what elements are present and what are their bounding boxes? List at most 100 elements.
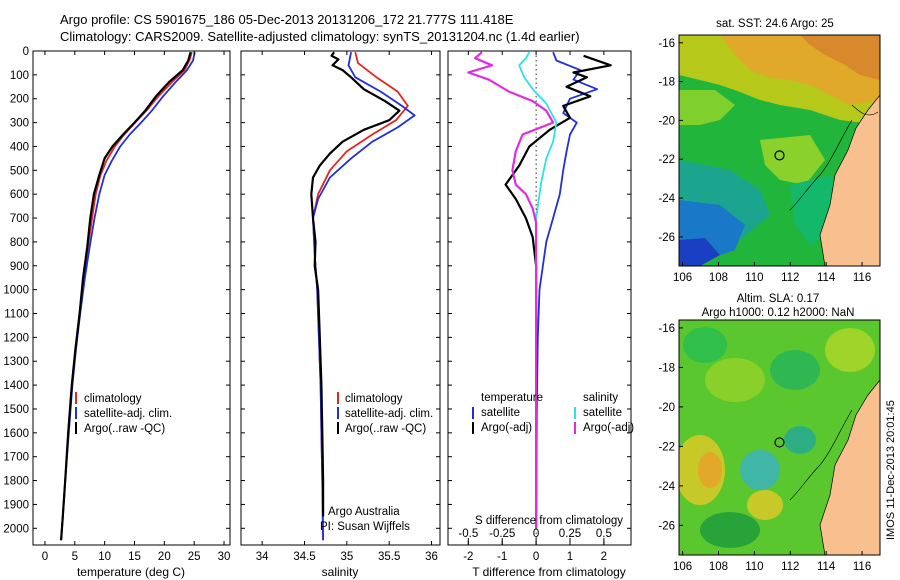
temperature-axes-frame: [32, 50, 231, 546]
sst-map-ticks: 106 108 110 112 114 116 -16 -18 -20 -22 -24 -26: [658, 38, 871, 284]
lat-tick-label: -16: [658, 38, 675, 50]
lat-tick-label: -24: [658, 481, 675, 493]
series-line: [467, 51, 555, 529]
lon-tick-label: 114: [817, 272, 836, 284]
temperature-ticks: 0 5 10 15 20 25 30: [33, 50, 231, 563]
sla-map-frame: [678, 319, 881, 556]
legend-title-temperature: temperature: [481, 392, 543, 404]
lon-tick-label: 106: [673, 561, 692, 573]
legend-label-climatology: climatology: [345, 393, 403, 405]
series-line: [504, 54, 612, 529]
land-mass: [819, 94, 880, 266]
note-argo-australia: Argo Australia: [328, 506, 400, 518]
legend-label-argo: Argo(..raw -QC): [84, 423, 165, 435]
x-tick-label: 34: [256, 551, 269, 563]
depth-tick-label: 2000: [3, 523, 29, 535]
x-tick-label: -1: [497, 551, 507, 563]
series-line: [312, 52, 416, 541]
depth-tick-label: 1400: [3, 380, 29, 392]
x-tick-label: 30: [218, 551, 231, 563]
series-line: [310, 51, 401, 517]
lat-tick-label: -24: [658, 193, 675, 205]
depth-tick-label: 400: [10, 141, 29, 153]
lon-tick-label: 110: [745, 561, 763, 573]
x-tick-label: 0: [533, 551, 539, 563]
x-tick-label: 20: [158, 551, 171, 563]
difference-top-ticks: -0.5 -0.25 0 0.25 0.5: [458, 528, 612, 545]
lon-tick-label: 108: [709, 561, 728, 573]
lon-tick-label: 112: [781, 561, 799, 573]
argo-location-marker: [774, 437, 785, 448]
depth-tick-label: 600: [10, 189, 29, 201]
x-tick-label: 1: [567, 551, 573, 563]
sst-map-title: sat. SST: 24.6 Argo: 25: [716, 18, 834, 30]
legend-label-climatology: climatology: [84, 393, 142, 405]
lon-tick-label: 106: [673, 272, 692, 284]
x-tick-label: -2: [463, 551, 473, 563]
depth-tick-label: 500: [10, 165, 29, 177]
temperature-panel: 0 5 10 15 20 25 30 0 100 200 300 400 500 600 700 800 90…: [3, 46, 231, 579]
legend-label-t-argo: Argo(-adj): [481, 422, 532, 434]
sla-map-ticks: 106 108 110 112 114 116 -16 -18 -20 -22 -24 -26: [658, 323, 871, 573]
sla-map-title-2: Argo h1000: 0.12 h2000: NaN: [702, 307, 855, 319]
temperature-legend: climatology satellite-adj. clim. Argo(..…: [75, 392, 172, 435]
depth-tick-label: 1900: [3, 499, 29, 511]
lat-tick-label: -26: [658, 232, 675, 244]
s-tick-label: 0.5: [596, 528, 612, 540]
salinity-ticks: 34 34.5 35 35.5 36: [241, 50, 440, 563]
lat-tick-label: -22: [658, 154, 675, 166]
legend-title-salinity: salinity: [583, 392, 618, 404]
depth-tick-label: 900: [10, 261, 29, 273]
salinity-panel: 34 34.5 35 35.5 36 salinity climatology sate…: [240, 50, 441, 579]
sst-map-frame: [678, 34, 881, 267]
sla-map-title-1: Altim. SLA: 0.17: [737, 293, 819, 305]
legend-label-satellite: satellite-adj. clim.: [84, 408, 172, 420]
temperature-xlabel: temperature (deg C): [77, 565, 185, 579]
header-line-1: Argo profile: CS 5901675_186 05-Dec-2013…: [60, 12, 514, 27]
depth-tick-label: 0: [23, 46, 29, 58]
depth-tick-label: 1100: [4, 309, 29, 321]
difference-panel: -2 -1 0 1 2 -0.5 -0.25 0 0.25 0.5 S difference f…: [447, 50, 634, 579]
sst-map-panel: sat. SST: 24.6 Argo: 25 106 108 110 112 114 1…: [658, 18, 881, 284]
x-tick-label: 10: [98, 551, 111, 563]
lon-tick-label: 112: [781, 272, 799, 284]
s-tick-label: -0.5: [458, 528, 478, 540]
salinity-xlabel: salinity: [322, 565, 359, 579]
series-line: [60, 51, 192, 541]
s-diff-label: S difference from climatology: [475, 515, 623, 527]
depth-tick-label: 1700: [3, 452, 29, 464]
x-tick-label: 2: [601, 551, 607, 563]
sla-map-panel: Altim. SLA: 0.17 Argo h1000: 0.12 h2000:…: [658, 293, 881, 573]
x-tick-label: 36: [425, 551, 438, 563]
x-tick-label: 15: [128, 551, 141, 563]
x-tick-label: 0: [42, 551, 48, 563]
lon-tick-label: 110: [745, 272, 763, 284]
salinity-legend: climatology satellite-adj. clim. Argo(..…: [337, 392, 433, 435]
depth-tick-label: 1500: [3, 404, 29, 416]
s-tick-label: 0.25: [559, 528, 581, 540]
depth-tick-label: 700: [10, 213, 29, 225]
salinity-axes-frame: [240, 50, 441, 546]
series-line: [535, 51, 598, 529]
legend-label-s-argo: Argo(-adj): [583, 422, 634, 434]
lat-tick-label: -26: [658, 520, 675, 532]
depth-tick-label: 1600: [3, 428, 29, 440]
lat-tick-label: -18: [658, 77, 675, 89]
legend-label-argo: Argo(..raw -QC): [345, 423, 426, 435]
header-line-2: Climatology: CARS2009. Satellite-adjuste…: [60, 29, 580, 44]
depth-axis-ticks: 0 100 200 300 400 500 600 700 800 900 1000 1100 1200…: [3, 46, 29, 535]
timestamp-stamp: IMOS 11-Dec-2013 20:01:45: [885, 400, 897, 540]
legend-label-satellite: satellite-adj. clim.: [345, 408, 433, 420]
argo-location-marker: [774, 150, 785, 161]
lat-tick-label: -20: [658, 115, 675, 127]
lon-tick-label: 116: [853, 272, 871, 284]
depth-tick-label: 200: [10, 94, 29, 106]
s-tick-label: 0: [533, 528, 539, 540]
lat-tick-label: -16: [658, 323, 675, 335]
t-diff-xlabel: T difference from climatology: [472, 565, 626, 579]
sla-map-field: [679, 320, 880, 555]
depth-tick-label: 1300: [3, 356, 29, 368]
depth-tick-label: 1000: [3, 285, 29, 297]
x-tick-label: 5: [72, 551, 78, 563]
